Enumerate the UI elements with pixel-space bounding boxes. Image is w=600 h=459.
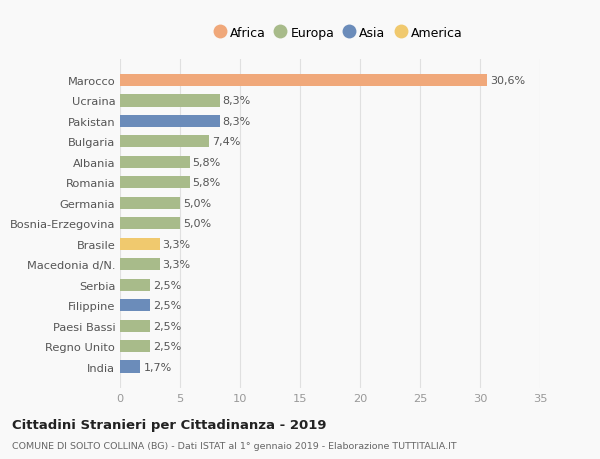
Text: Cittadini Stranieri per Cittadinanza - 2019: Cittadini Stranieri per Cittadinanza - 2… (12, 418, 326, 431)
Text: 7,4%: 7,4% (212, 137, 240, 147)
Text: 5,8%: 5,8% (193, 178, 221, 188)
Bar (120, 177, 190, 189)
Bar (120, 299, 150, 312)
Text: 5,0%: 5,0% (183, 219, 211, 229)
Legend: Africa, Europa, Asia, America: Africa, Europa, Asia, America (211, 23, 466, 44)
Bar (120, 197, 180, 209)
Text: 8,3%: 8,3% (223, 96, 251, 106)
Text: 5,8%: 5,8% (193, 157, 221, 168)
Bar (120, 116, 220, 128)
Text: 1,7%: 1,7% (143, 362, 172, 372)
Bar (120, 258, 160, 271)
Bar (120, 74, 487, 87)
Bar (120, 279, 150, 291)
Text: 30,6%: 30,6% (490, 76, 526, 86)
Bar (120, 238, 160, 250)
Bar (120, 340, 150, 353)
Text: COMUNE DI SOLTO COLLINA (BG) - Dati ISTAT al 1° gennaio 2019 - Elaborazione TUTT: COMUNE DI SOLTO COLLINA (BG) - Dati ISTA… (12, 441, 457, 450)
Text: 8,3%: 8,3% (223, 117, 251, 127)
Text: 5,0%: 5,0% (183, 198, 211, 208)
Text: 3,3%: 3,3% (163, 260, 191, 269)
Text: 2,5%: 2,5% (153, 341, 181, 351)
Text: 3,3%: 3,3% (163, 239, 191, 249)
Bar (120, 361, 140, 373)
Bar (120, 136, 209, 148)
Text: 2,5%: 2,5% (153, 280, 181, 290)
Text: 2,5%: 2,5% (153, 301, 181, 310)
Bar (120, 218, 180, 230)
Bar (120, 320, 150, 332)
Bar (120, 157, 190, 168)
Text: 2,5%: 2,5% (153, 321, 181, 331)
Bar (120, 95, 220, 107)
